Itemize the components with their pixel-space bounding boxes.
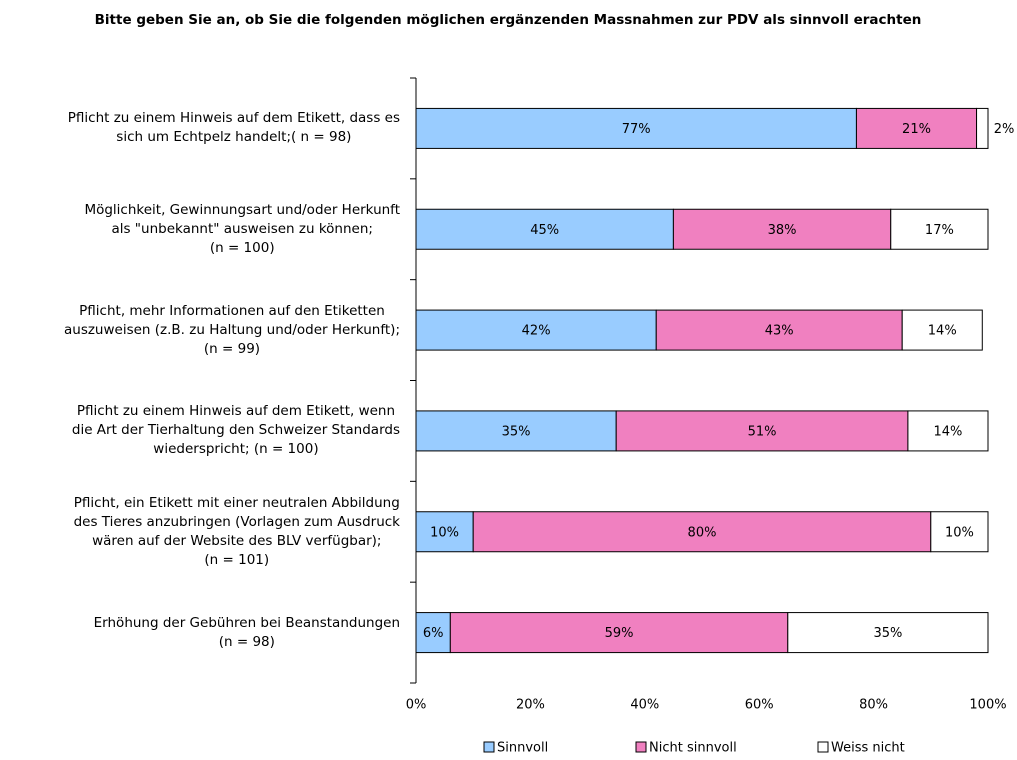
- category-label-box: Pflicht, ein Etikett mit einer neutralen…: [0, 481, 400, 582]
- category-label-box: Erhöhung der Gebühren bei Beanstandungen…: [0, 582, 400, 683]
- category-label-wrap: Pflicht, mehr Informationen auf den Etik…: [0, 280, 400, 381]
- bar-segment: [787, 612, 989, 654]
- data-label: 45%: [530, 223, 559, 238]
- legend-label: Sinnvoll: [497, 741, 548, 756]
- bar-segment: [415, 612, 451, 654]
- data-label: 14%: [928, 324, 957, 339]
- bar-segment: [855, 107, 978, 149]
- x-tick-label: 20%: [516, 698, 545, 713]
- data-label: 6%: [423, 626, 444, 641]
- bar-segment: [415, 107, 857, 149]
- bar-segment: [930, 511, 989, 553]
- legend-label: Weiss nicht: [831, 741, 905, 756]
- chart-title: Bitte geben Sie an, ob Sie die folgenden…: [95, 12, 922, 28]
- x-tick-label: 100%: [969, 698, 1006, 713]
- data-label: 10%: [430, 525, 459, 540]
- category-label-wrap: Pflicht, ein Etikett mit einer neutralen…: [0, 481, 400, 582]
- category-label-box: Pflicht zu einem Hinweis auf dem Etikett…: [0, 78, 400, 179]
- category-label-wrap: Pflicht zu einem Hinweis auf dem Etikett…: [0, 78, 400, 179]
- data-label: 21%: [902, 122, 931, 137]
- bar-segment: [907, 410, 989, 452]
- bar-segment: [449, 612, 789, 654]
- legend-label: Nicht sinnvoll: [649, 741, 737, 756]
- legend-swatch: [635, 741, 647, 753]
- bar-segment: [901, 309, 983, 351]
- category-label: Pflicht zu einem Hinweis auf dem Etikett…: [67, 110, 400, 146]
- data-label: 14%: [934, 424, 963, 439]
- data-label: 10%: [945, 525, 974, 540]
- bar-segment: [472, 511, 932, 553]
- category-label: Pflicht zu einem Hinweis auf dem Etikett…: [71, 403, 400, 458]
- bar-segment: [415, 410, 617, 452]
- data-label: 38%: [768, 223, 797, 238]
- category-label: Erhöhung der Gebühren bei Beanstandungen…: [93, 614, 400, 650]
- data-label: 51%: [748, 424, 777, 439]
- category-label-box: Pflicht, mehr Informationen auf den Etik…: [0, 280, 400, 381]
- category-label-wrap: Möglichkeit, Gewinnungsart und/oder Herk…: [0, 179, 400, 280]
- bar-segment: [976, 107, 989, 149]
- category-label: Möglichkeit, Gewinnungsart und/oder Herk…: [84, 201, 400, 256]
- category-label-box: Möglichkeit, Gewinnungsart und/oder Herk…: [0, 179, 400, 280]
- data-label: 43%: [765, 324, 794, 339]
- category-label-wrap: Pflicht zu einem Hinweis auf dem Etikett…: [0, 381, 400, 482]
- data-label: 2%: [994, 122, 1015, 137]
- x-tick-label: 80%: [859, 698, 888, 713]
- category-label-box: Pflicht zu einem Hinweis auf dem Etikett…: [0, 381, 400, 482]
- category-label: Pflicht, ein Etikett mit einer neutralen…: [73, 494, 400, 568]
- category-label-wrap: Erhöhung der Gebühren bei Beanstandungen…: [0, 582, 400, 683]
- bar-segment: [415, 511, 474, 553]
- bar-segment: [655, 309, 903, 351]
- data-label: 35%: [873, 626, 902, 641]
- data-label: 77%: [622, 122, 651, 137]
- bar-segment: [415, 309, 657, 351]
- data-label: 17%: [925, 223, 954, 238]
- data-label: 35%: [502, 424, 531, 439]
- data-label: 80%: [688, 525, 717, 540]
- data-label: 59%: [605, 626, 634, 641]
- data-label: 42%: [522, 324, 551, 339]
- x-tick-label: 60%: [745, 698, 774, 713]
- category-label: Pflicht, mehr Informationen auf den Etik…: [63, 302, 400, 357]
- legend-swatch: [483, 741, 495, 753]
- x-tick-label: 0%: [406, 698, 427, 713]
- x-tick-label: 40%: [630, 698, 659, 713]
- legend-swatch: [817, 741, 829, 753]
- bar-segment: [890, 208, 989, 250]
